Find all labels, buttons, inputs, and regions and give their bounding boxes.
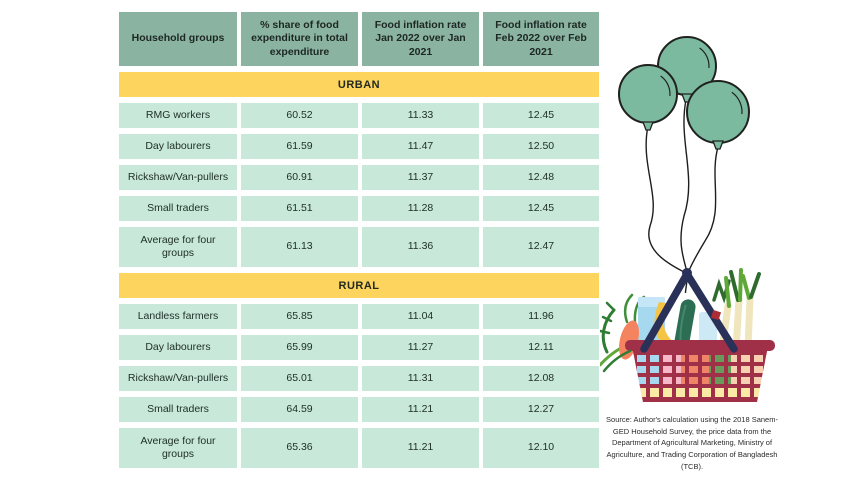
group-cell: Rickshaw/Van-pullers [119,366,237,391]
group-cell: Day labourers [119,134,237,159]
balloon-basket-illustration [600,36,775,402]
balloons-icon [618,36,750,150]
value-cell: 11.28 [362,196,479,221]
value-cell: 11.33 [362,103,479,128]
header-household-groups: Household groups [119,12,237,66]
header-food-expenditure-share: % share of food expenditure in total exp… [241,12,358,66]
section-banner-urban: URBAN [119,72,599,97]
group-cell: Small traders [119,397,237,422]
value-cell: 11.96 [483,304,599,329]
value-cell: 12.48 [483,165,599,190]
group-cell: Average for four groups [119,428,237,468]
value-cell: 64.59 [241,397,358,422]
value-cell: 12.27 [483,397,599,422]
value-cell: 60.52 [241,103,358,128]
value-cell: 12.10 [483,428,599,468]
value-cell: 12.08 [483,366,599,391]
food-inflation-table: Household groups % share of food expendi… [119,12,599,468]
value-cell: 11.31 [362,366,479,391]
value-cell: 61.13 [241,227,358,267]
value-cell: 11.04 [362,304,479,329]
group-cell: RMG workers [119,103,237,128]
value-cell: 12.45 [483,103,599,128]
value-cell: 11.21 [362,428,479,468]
value-cell: 12.11 [483,335,599,360]
group-cell: Landless farmers [119,304,237,329]
group-cell: Average for four groups [119,227,237,267]
value-cell: 11.47 [362,134,479,159]
header-inflation-jan: Food inflation rate Jan 2022 over Jan 20… [362,12,479,66]
value-cell: 65.99 [241,335,358,360]
value-cell: 65.36 [241,428,358,468]
value-cell: 12.50 [483,134,599,159]
value-cell: 65.85 [241,304,358,329]
value-cell: 12.47 [483,227,599,267]
basket-handle [640,270,738,353]
grocery-basket-icon [602,268,775,402]
source-note: Source: Author's calculation using the 2… [606,415,778,471]
value-cell: 65.01 [241,366,358,391]
group-cell: Small traders [119,196,237,221]
value-cell: 11.37 [362,165,479,190]
value-cell: 61.59 [241,134,358,159]
group-cell: Day labourers [119,335,237,360]
section-banner-rural: RURAL [119,273,599,298]
value-cell: 11.36 [362,227,479,267]
value-cell: 61.51 [241,196,358,221]
value-cell: 11.27 [362,335,479,360]
header-inflation-feb: Food inflation rate Feb 2022 over Feb 20… [483,12,599,66]
group-cell: Rickshaw/Van-pullers [119,165,237,190]
value-cell: 12.45 [483,196,599,221]
value-cell: 60.91 [241,165,358,190]
value-cell: 11.21 [362,397,479,422]
